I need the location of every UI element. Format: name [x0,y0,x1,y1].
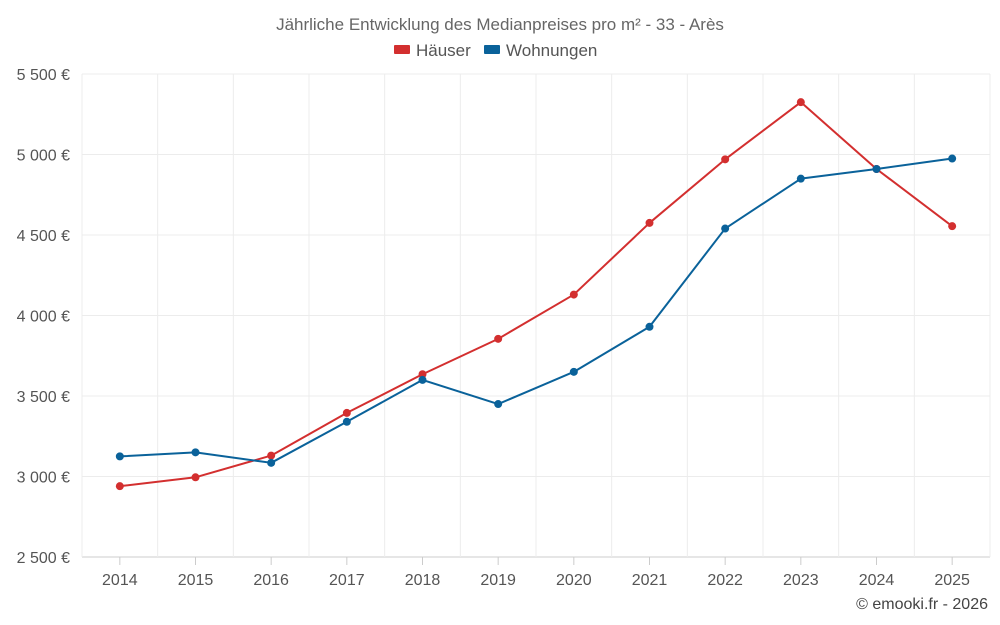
data-point-wohnungen[interactable] [418,375,427,384]
grid [81,73,991,558]
legend-label: Häuser [416,41,471,60]
y-tick-label: 5 000 € [17,148,70,165]
y-tick-label: 3 000 € [17,470,70,487]
legend-swatch [484,45,500,54]
x-tick-label: 2018 [405,572,441,589]
data-point-haeuser[interactable] [418,370,427,379]
data-point-wohnungen[interactable] [721,224,730,233]
x-tick-label: 2021 [632,572,668,589]
data-point-haeuser[interactable] [115,482,124,491]
x-tick-label: 2023 [783,572,819,589]
data-point-haeuser[interactable] [645,218,654,227]
x-tick-label: 2025 [934,572,970,589]
chart-title: Jährliche Entwicklung des Medianpreises … [276,15,724,34]
data-point-haeuser[interactable] [267,451,276,460]
data-point-haeuser[interactable] [721,155,730,164]
data-point-wohnungen[interactable] [872,164,881,173]
data-point-wohnungen[interactable] [645,322,654,331]
x-tick-label: 2022 [707,572,743,589]
data-point-wohnungen[interactable] [342,417,351,426]
data-point-haeuser[interactable] [569,290,578,299]
data-point-wohnungen[interactable] [267,458,276,467]
x-tick-label: 2017 [329,572,365,589]
x-tick-label: 2024 [859,572,895,589]
x-tick-label: 2014 [102,572,138,589]
y-tick-label: 3 500 € [17,389,70,406]
data-point-wohnungen[interactable] [796,174,805,183]
data-point-haeuser[interactable] [796,98,805,107]
x-tick-label: 2020 [556,572,592,589]
legend-label: Wohnungen [506,41,597,60]
series-wohnungen [115,154,957,467]
x-tick-label: 2015 [178,572,214,589]
credit-text: © emooki.fr - 2026 [856,596,988,613]
legend-swatch [394,45,410,54]
data-point-haeuser[interactable] [948,222,957,231]
data-point-haeuser[interactable] [342,408,351,417]
y-tick-label: 5 500 € [17,67,70,84]
y-tick-label: 2 500 € [17,550,70,567]
y-axis: 2 500 € 3 000 € 3 500 € 4 000 € 4 500 € 5 000… [17,67,70,567]
y-tick-label: 4 000 € [17,309,70,326]
legend[interactable]: Häuser Wohnungen [394,41,597,60]
legend-item-haeuser[interactable]: Häuser [394,41,471,60]
data-point-wohnungen[interactable] [191,448,200,457]
data-point-wohnungen[interactable] [948,154,957,163]
legend-item-wohnungen[interactable]: Wohnungen [484,41,597,60]
x-tick-label: 2016 [253,572,289,589]
x-axis: 2014 2015 2016 2017 2018 2019 2020 2021 2022 2023… [102,557,970,589]
x-tick-label: 2019 [480,572,516,589]
series-line-wohnungen [119,157,953,464]
series-group [115,98,957,491]
data-point-wohnungen[interactable] [569,367,578,376]
data-point-wohnungen[interactable] [115,452,124,461]
series-line-haeuser [119,101,953,488]
data-point-haeuser[interactable] [494,334,503,343]
data-point-haeuser[interactable] [191,473,200,482]
data-point-wohnungen[interactable] [494,400,503,409]
y-tick-label: 4 500 € [17,228,70,245]
